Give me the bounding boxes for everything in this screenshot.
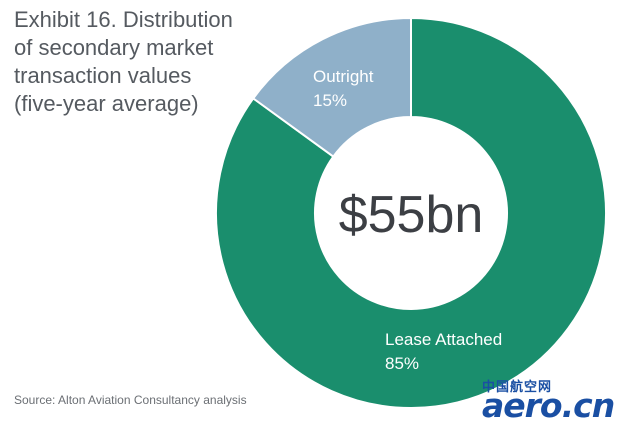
- title-line-4: (five-year average): [14, 91, 199, 116]
- slice-label-outright: Outright: [313, 67, 374, 86]
- aero-cn-watermark-logo: 中国航空网 aero.cn: [482, 376, 638, 425]
- title-line-3: transaction values: [14, 63, 192, 88]
- slice-value-outright: 15%: [313, 91, 347, 110]
- slice-labels: Lease Attached 85% Outright 15%: [313, 67, 502, 373]
- source-note: Source: Alton Aviation Consultancy analy…: [14, 393, 247, 407]
- watermark-latin-text: aero.cn: [482, 386, 615, 425]
- slice-value-lease-attached: 85%: [385, 354, 419, 373]
- chart-title: Exhibit 16. Distribution of secondary ma…: [14, 6, 274, 118]
- center-total-label: $55bn: [339, 186, 484, 244]
- donut-hole: [315, 117, 507, 309]
- title-line-2: of secondary market: [14, 35, 214, 60]
- slice-label-lease-attached: Lease Attached: [385, 330, 502, 349]
- title-line-1: Exhibit 16. Distribution: [14, 7, 233, 32]
- watermark-cn-text: 中国航空网: [482, 380, 553, 395]
